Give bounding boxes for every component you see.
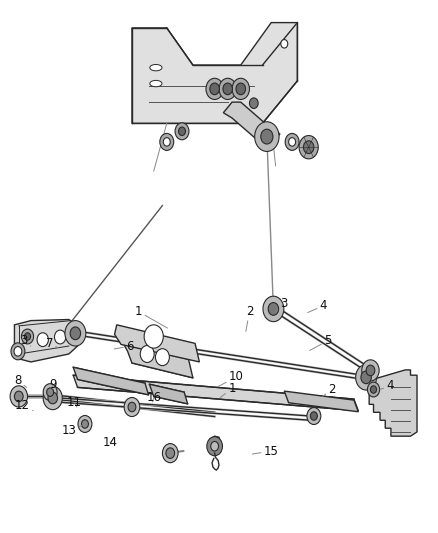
- Text: 1: 1: [135, 305, 167, 328]
- Text: 14: 14: [102, 436, 118, 449]
- Circle shape: [144, 325, 163, 348]
- Circle shape: [311, 412, 318, 420]
- Circle shape: [254, 122, 279, 151]
- Circle shape: [250, 98, 258, 109]
- Circle shape: [175, 123, 189, 140]
- Circle shape: [304, 141, 314, 154]
- Circle shape: [70, 327, 81, 340]
- Circle shape: [223, 83, 233, 95]
- Text: 10: 10: [218, 370, 244, 386]
- Circle shape: [232, 78, 250, 100]
- Circle shape: [371, 386, 377, 393]
- Polygon shape: [73, 375, 358, 411]
- Polygon shape: [132, 22, 297, 123]
- Circle shape: [210, 83, 219, 95]
- Circle shape: [78, 416, 92, 432]
- Circle shape: [81, 419, 88, 428]
- Polygon shape: [149, 384, 187, 404]
- Circle shape: [47, 388, 53, 397]
- Circle shape: [43, 386, 62, 410]
- Text: 6: 6: [114, 340, 134, 352]
- Circle shape: [10, 386, 28, 407]
- Circle shape: [160, 133, 174, 150]
- Text: 2: 2: [246, 305, 253, 332]
- Circle shape: [219, 78, 237, 100]
- Circle shape: [48, 392, 57, 404]
- Circle shape: [207, 437, 223, 456]
- Polygon shape: [14, 319, 78, 362]
- Text: 4: 4: [380, 379, 394, 392]
- Circle shape: [268, 303, 279, 316]
- Circle shape: [14, 346, 22, 356]
- Text: 2: 2: [322, 383, 336, 397]
- Text: 15: 15: [252, 445, 279, 457]
- Circle shape: [43, 384, 57, 401]
- Circle shape: [166, 448, 175, 458]
- Text: 8: 8: [14, 374, 27, 387]
- Circle shape: [281, 39, 288, 48]
- Circle shape: [25, 333, 31, 340]
- Polygon shape: [208, 436, 222, 449]
- Circle shape: [65, 320, 86, 346]
- Text: 9: 9: [49, 378, 57, 391]
- Circle shape: [261, 129, 273, 144]
- Polygon shape: [123, 343, 193, 378]
- Text: 12: 12: [15, 399, 33, 413]
- Text: 16: 16: [146, 391, 161, 404]
- Text: 5: 5: [310, 334, 332, 350]
- Circle shape: [11, 343, 25, 360]
- Circle shape: [128, 402, 136, 412]
- Circle shape: [14, 391, 23, 402]
- Text: 13: 13: [61, 424, 82, 438]
- Circle shape: [356, 365, 377, 390]
- Text: 11: 11: [67, 396, 82, 409]
- Circle shape: [206, 78, 223, 100]
- Circle shape: [54, 330, 66, 344]
- Circle shape: [124, 398, 140, 417]
- Circle shape: [162, 443, 178, 463]
- Circle shape: [37, 333, 48, 346]
- Circle shape: [21, 329, 34, 344]
- Text: 1: 1: [220, 382, 236, 398]
- Text: 7: 7: [46, 337, 58, 350]
- Polygon shape: [284, 391, 358, 412]
- Circle shape: [163, 138, 170, 146]
- Circle shape: [361, 371, 371, 384]
- Ellipse shape: [150, 80, 162, 87]
- Polygon shape: [223, 102, 280, 144]
- Circle shape: [362, 360, 379, 381]
- Circle shape: [299, 135, 318, 159]
- Ellipse shape: [150, 64, 162, 71]
- Polygon shape: [73, 367, 148, 395]
- Text: 4: 4: [307, 299, 327, 312]
- Circle shape: [211, 441, 219, 451]
- Circle shape: [289, 138, 296, 146]
- Circle shape: [366, 365, 375, 376]
- Circle shape: [307, 408, 321, 424]
- Polygon shape: [115, 325, 199, 362]
- Circle shape: [263, 296, 284, 321]
- Circle shape: [367, 382, 380, 397]
- Circle shape: [236, 83, 246, 95]
- Circle shape: [140, 345, 154, 362]
- Text: 3: 3: [20, 334, 31, 347]
- Circle shape: [155, 349, 170, 366]
- Circle shape: [179, 127, 185, 135]
- Text: 3: 3: [275, 297, 288, 312]
- Circle shape: [285, 133, 299, 150]
- Polygon shape: [369, 370, 417, 436]
